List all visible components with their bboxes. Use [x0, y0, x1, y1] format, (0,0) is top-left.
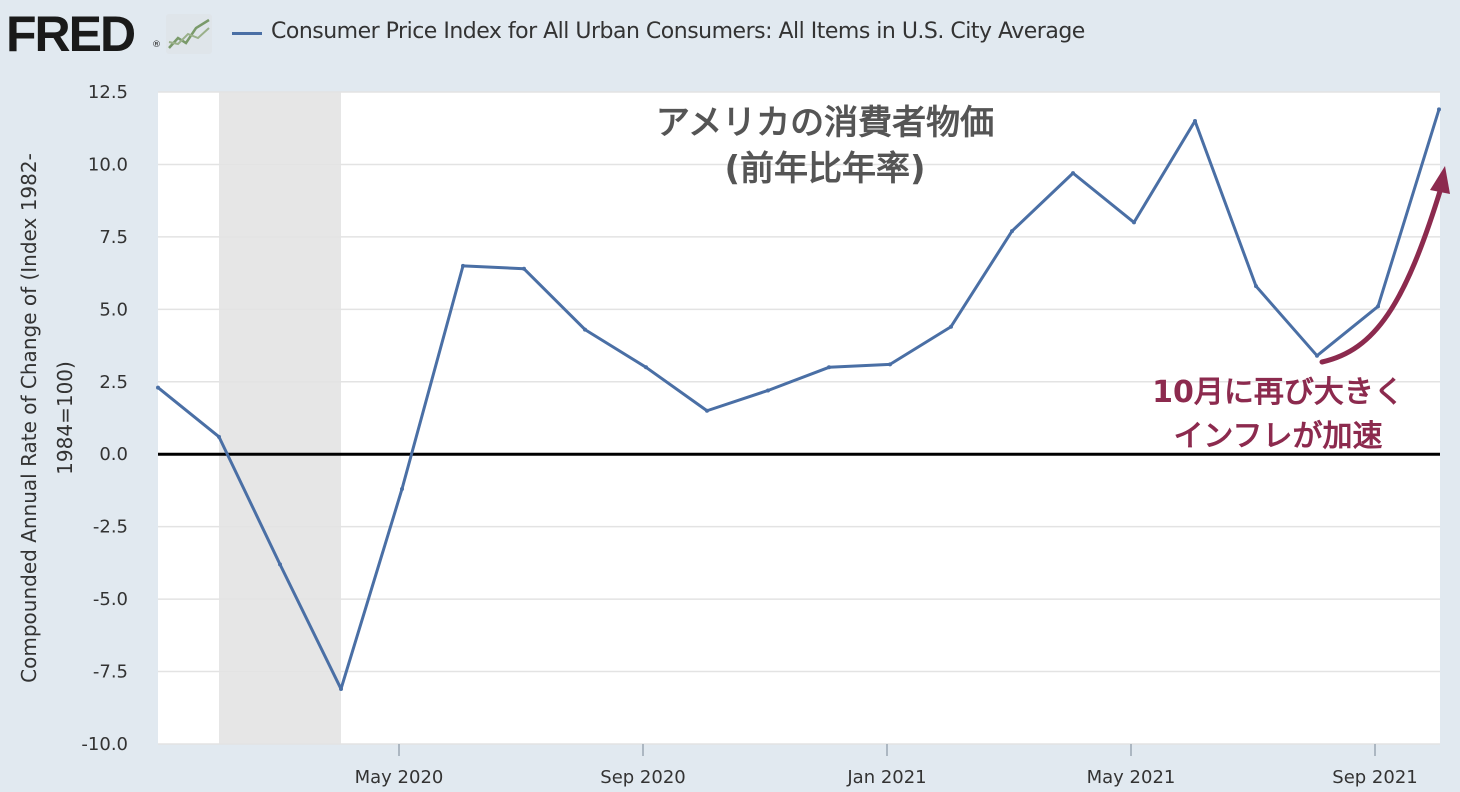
y-tick-label: 12.5	[88, 82, 128, 103]
data-point	[461, 263, 465, 268]
data-point	[827, 365, 831, 370]
y-tick-label: 10.0	[88, 154, 128, 175]
x-tick-label: May 2021	[1087, 767, 1176, 788]
y-tick-label: -2.5	[93, 517, 128, 538]
chart-header: FRED ® Consumer Price Index for All Urba…	[0, 0, 1460, 70]
y-axis-label-line1: Compounded Annual Rate of Change of (Ind…	[17, 153, 41, 683]
data-point	[339, 686, 343, 691]
y-tick-label: 5.0	[99, 299, 128, 320]
data-point	[1010, 229, 1014, 234]
data-point	[217, 434, 221, 439]
data-point	[1193, 118, 1197, 123]
y-tick-label: 2.5	[99, 372, 128, 393]
data-point	[1071, 171, 1075, 176]
y-axis-tick-labels: 12.5 10.0 7.5 5.0 2.5 0.0 -2.5 -5.0 -7.5 -10.0	[81, 82, 128, 755]
fred-logo-registered-mark: ®	[152, 40, 161, 50]
annotation-title-line1: アメリカの消費者物価	[656, 103, 994, 143]
data-point	[766, 388, 770, 393]
x-tick-label: May 2020	[355, 767, 444, 788]
annotation-title-line2: (前年比年率)	[724, 149, 925, 189]
data-point	[888, 362, 892, 367]
data-point	[1132, 220, 1136, 225]
cpi-series-line	[157, 108, 1441, 691]
y-tick-label: 7.5	[99, 227, 128, 248]
annotation-arrowhead	[1430, 166, 1450, 194]
y-tick-label: -5.0	[93, 589, 128, 610]
data-point	[522, 266, 526, 271]
data-point	[644, 365, 648, 370]
y-tick-label: -7.5	[93, 662, 128, 683]
data-point	[949, 324, 953, 329]
data-point	[583, 327, 587, 332]
recession-shading	[219, 92, 341, 744]
data-point	[156, 385, 160, 390]
legend-series-title[interactable]: Consumer Price Index for All Urban Consu…	[271, 19, 1085, 44]
legend-series-swatch	[232, 32, 262, 35]
y-tick-label: 0.0	[99, 444, 128, 465]
x-tick-label: Jan 2021	[846, 767, 926, 788]
data-point	[400, 486, 404, 491]
x-axis-tick-labels: May 2020 Sep 2020 Jan 2021 May 2021 Sep 2021	[355, 744, 1418, 788]
data-point	[1376, 304, 1380, 309]
x-tick-label: Sep 2021	[1332, 767, 1417, 788]
fred-chart-icon	[166, 14, 212, 54]
data-point	[1254, 284, 1258, 289]
annotation-arrow	[1319, 185, 1444, 365]
y-tick-label: -10.0	[81, 734, 128, 755]
fred-logo[interactable]: FRED	[6, 6, 136, 62]
plot-area	[158, 92, 1440, 744]
data-point	[705, 408, 709, 413]
data-point	[1437, 107, 1441, 112]
data-point	[1315, 353, 1319, 358]
annotation-note-line1: 10月に再び大きく	[1152, 375, 1404, 410]
x-tick-label: Sep 2020	[600, 767, 685, 788]
data-point	[278, 562, 282, 567]
y-axis-label-line2: 1984=100)	[53, 361, 77, 475]
grid-lines	[158, 91, 1440, 745]
annotation-note-line2: インフレが加速	[1173, 419, 1382, 454]
